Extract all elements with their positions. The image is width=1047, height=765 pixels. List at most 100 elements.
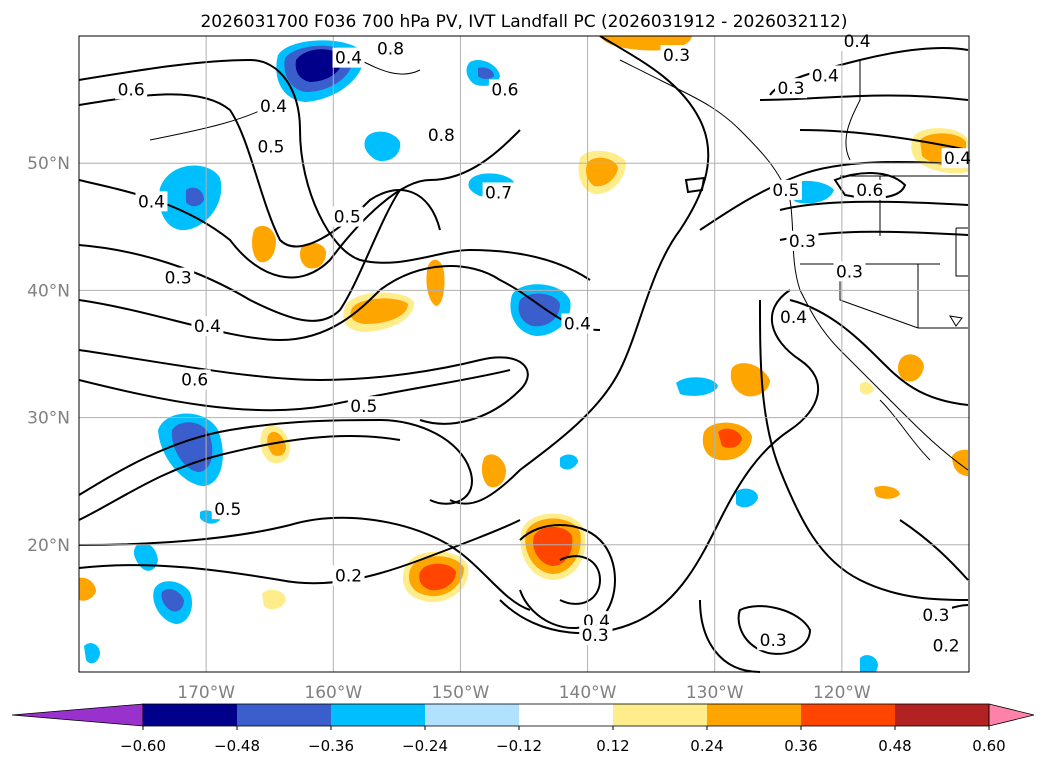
negative-anomaly-region — [676, 377, 718, 396]
colorbar-tick-label: −0.60 — [120, 737, 166, 755]
contour-label: 0.6 — [491, 80, 518, 100]
positive-anomaly-region — [952, 449, 968, 476]
figure-title: 2026031700 F036 700 hPa PV, IVT Landfall… — [200, 12, 847, 32]
contour-label-bg — [254, 136, 287, 157]
colorbar-tick-label: 0.60 — [972, 737, 1005, 755]
map-frame — [78, 35, 970, 673]
negative-anomaly-region — [161, 589, 184, 612]
contour-label-bg — [757, 630, 790, 651]
positive-anomaly-region — [533, 527, 573, 566]
contour-label: 0.6 — [856, 181, 883, 201]
lat-tick-label: 30°N — [27, 409, 70, 429]
negative-anomaly-region — [478, 67, 494, 79]
lon-tick-label: 130°W — [686, 683, 744, 703]
contour-label: 0.5 — [772, 181, 799, 201]
contour-label: 0.8 — [377, 40, 404, 60]
contour-label: 0.5 — [214, 500, 241, 520]
negative-anomaly-region — [295, 49, 343, 82]
contour-label-bg — [162, 267, 195, 288]
lat-tick-label: 40°N — [27, 281, 70, 301]
negative-anomaly-region — [518, 293, 560, 327]
contour-label: 0.3 — [922, 606, 949, 626]
colorbar-tick-label: 0.12 — [596, 737, 629, 755]
colorbar-tick-label: −0.36 — [308, 737, 354, 755]
contour-label: 0.4 — [944, 149, 971, 169]
contour-label-bg — [660, 45, 693, 66]
contour-label-bg — [769, 179, 802, 200]
contour-label: 0.3 — [165, 269, 192, 289]
contour-label-bg — [332, 47, 365, 68]
positive-anomaly-region — [897, 354, 924, 382]
contour-label: 0.3 — [789, 232, 816, 252]
contour-label-bg — [115, 79, 148, 100]
contour-label: 0.4 — [812, 66, 839, 86]
colorbar-segment — [613, 704, 707, 726]
colorbar-tick-label: 0.24 — [690, 737, 723, 755]
colorbar-tick-label: −0.12 — [496, 737, 542, 755]
colorbar-segment — [707, 704, 801, 726]
contour-label-bg — [941, 148, 974, 169]
contour-label-bg — [347, 396, 380, 417]
lon-tick-label: 170°W — [177, 683, 235, 703]
lon-tick-label: 150°W — [432, 683, 490, 703]
contour-label: 0.4 — [138, 192, 165, 212]
pv-contours — [78, 35, 969, 673]
colorbar-segment — [237, 704, 331, 726]
contour-label-bg — [332, 565, 365, 586]
contour-label-bg — [777, 307, 810, 328]
lon-tick-label: 160°W — [304, 683, 362, 703]
contour-label: 0.8 — [428, 126, 455, 146]
colorbar-segment — [801, 704, 895, 726]
contour-label: 0.4 — [844, 32, 871, 52]
contour-label-bg — [930, 635, 963, 656]
contour-label-bg — [191, 316, 224, 337]
negative-anomaly-region — [364, 131, 401, 162]
contour-label: 0.4 — [564, 314, 591, 334]
contour-label: 0.3 — [663, 46, 690, 66]
contour-label: 0.2 — [335, 566, 362, 586]
positive-anomaly-region — [300, 242, 326, 269]
positive-anomaly-region — [874, 486, 900, 499]
colorbar-segment — [143, 704, 237, 726]
contour-label-bg — [775, 78, 807, 99]
map-background — [79, 36, 969, 672]
positive-anomaly-region — [267, 431, 286, 456]
lon-tick-label: 140°W — [559, 683, 617, 703]
contour-label-bg — [833, 261, 866, 282]
contour-label: 0.5 — [257, 138, 284, 158]
contour-label-bg — [488, 79, 521, 100]
colorbar-tick-label: −0.24 — [402, 737, 448, 755]
positive-anomaly-region — [419, 563, 456, 591]
contour-label: 0.3 — [777, 79, 804, 99]
negative-anomaly-region — [133, 542, 158, 571]
positive-anomaly-region — [426, 259, 445, 306]
positive-anomaly-region — [252, 225, 276, 263]
negative-anomaly-region — [186, 187, 204, 207]
colorbar-tick-label: −0.48 — [214, 737, 260, 755]
contour-label-bg — [374, 38, 407, 59]
colorbar-outline — [142, 703, 990, 727]
longitude-tick-labels: 170°W 160°W 150°W 140°W 130°W 120°W — [177, 683, 871, 703]
negative-anomaly-region — [736, 488, 758, 508]
contour-label: 0.4 — [335, 49, 362, 69]
contour-label: 0.4 — [194, 317, 221, 337]
lat-tick-label: 50°N — [27, 154, 70, 174]
map-area: 0.60.50.40.4 0.80.80.60.70.30.30.40.40.40… — [78, 31, 974, 673]
negative-anomaly-region — [560, 454, 578, 470]
contour-label-bg — [482, 182, 515, 203]
contour-label: 0.3 — [760, 631, 787, 651]
colorbar-extend-high — [988, 703, 1035, 727]
contour-label: 0.2 — [933, 636, 960, 656]
contour-label: 0.6 — [118, 80, 145, 100]
contour-label-bg — [257, 95, 290, 116]
colorbar-segment — [331, 704, 425, 726]
contour-label-bg — [211, 499, 244, 520]
colorbar-segment — [895, 704, 989, 726]
contour-label-bg — [579, 625, 612, 646]
colorbar-segment — [519, 704, 613, 726]
positive-anomaly-region — [860, 382, 874, 395]
positive-anomaly-region — [481, 454, 506, 488]
positive-anomaly-region — [730, 363, 770, 397]
contour-label-bg — [135, 191, 168, 212]
